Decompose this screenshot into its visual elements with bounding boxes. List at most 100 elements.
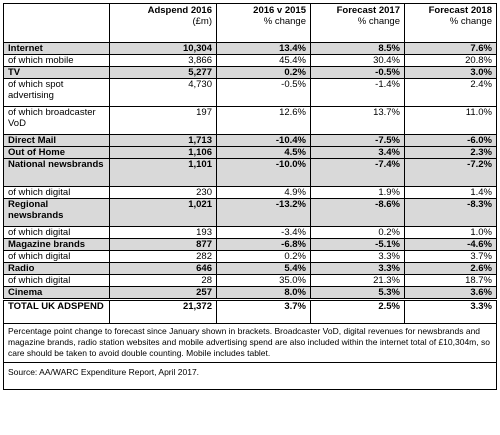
- row-label: Magazine brands: [3, 238, 110, 251]
- row-change-2016: -3.4%: [216, 226, 311, 239]
- row-adspend: 1,021: [109, 198, 217, 227]
- row-forecast-2018: 7.6%: [404, 42, 497, 55]
- row-adspend: 877: [109, 238, 217, 251]
- row-forecast-2018: 18.7%: [404, 274, 497, 287]
- row-label: Radio: [3, 262, 110, 275]
- row-adspend: 230: [109, 186, 217, 199]
- row-change-2016: 0.2%: [216, 66, 311, 79]
- row-label: Regional newsbrands: [3, 198, 110, 227]
- total-label: TOTAL UK ADSPEND: [3, 298, 110, 324]
- header-forecast-2017: Forecast 2017 % change: [310, 3, 405, 43]
- row-label: Internet: [3, 42, 110, 55]
- row-forecast-2017: -8.6%: [310, 198, 405, 227]
- table-row: of which digital 193 -3.4% 0.2% 1.0%: [3, 226, 497, 239]
- row-adspend: 193: [109, 226, 217, 239]
- adspend-table-container: Adspend 2016 (£m) 2016 v 2015 % change F…: [3, 3, 497, 390]
- row-forecast-2018: 3.0%: [404, 66, 497, 79]
- total-row: TOTAL UK ADSPEND 21,372 3.7% 2.5% 3.3%: [3, 298, 497, 324]
- table-row: of which spot advertising 4,730 -0.5% -1…: [3, 78, 497, 107]
- total-change-2016: 3.7%: [216, 298, 311, 324]
- row-label: of which digital: [3, 186, 110, 199]
- row-label: of which spot advertising: [3, 78, 110, 107]
- row-forecast-2018: 3.6%: [404, 286, 497, 300]
- row-forecast-2017: 8.5%: [310, 42, 405, 55]
- row-adspend: 5,277: [109, 66, 217, 79]
- table-row: Regional newsbrands 1,021 -13.2% -8.6% -…: [3, 198, 497, 227]
- row-forecast-2017: 5.3%: [310, 286, 405, 300]
- row-label: of which digital: [3, 250, 110, 263]
- row-label: of which mobile: [3, 54, 110, 67]
- row-change-2016: 45.4%: [216, 54, 311, 67]
- row-forecast-2017: 13.7%: [310, 106, 405, 135]
- row-change-2016: -10.4%: [216, 134, 311, 147]
- row-adspend: 1,106: [109, 146, 217, 159]
- table-row: Internet 10,304 13.4% 8.5% 7.6%: [3, 42, 497, 55]
- note-row: Percentage point change to forecast sinc…: [3, 323, 497, 363]
- row-change-2016: 4.5%: [216, 146, 311, 159]
- row-adspend: 646: [109, 262, 217, 275]
- header-adspend: Adspend 2016 (£m): [109, 3, 217, 43]
- row-adspend: 28: [109, 274, 217, 287]
- row-label: Out of Home: [3, 146, 110, 159]
- row-forecast-2017: 0.2%: [310, 226, 405, 239]
- table-row: of which digital 28 35.0% 21.3% 18.7%: [3, 274, 497, 287]
- row-forecast-2017: 30.4%: [310, 54, 405, 67]
- row-change-2016: 8.0%: [216, 286, 311, 300]
- row-forecast-2017: 3.3%: [310, 262, 405, 275]
- row-forecast-2017: 3.3%: [310, 250, 405, 263]
- row-forecast-2018: -8.3%: [404, 198, 497, 227]
- row-change-2016: -13.2%: [216, 198, 311, 227]
- row-label: Cinema: [3, 286, 110, 300]
- row-forecast-2018: -6.0%: [404, 134, 497, 147]
- total-adspend: 21,372: [109, 298, 217, 324]
- row-forecast-2017: -0.5%: [310, 66, 405, 79]
- row-forecast-2018: 2.6%: [404, 262, 497, 275]
- header-forecast-2018: Forecast 2018 % change: [404, 3, 497, 43]
- row-forecast-2018: 1.0%: [404, 226, 497, 239]
- row-label: of which digital: [3, 226, 110, 239]
- row-change-2016: 13.4%: [216, 42, 311, 55]
- table-row: of which broadcaster VoD 197 12.6% 13.7%…: [3, 106, 497, 135]
- row-change-2016: -6.8%: [216, 238, 311, 251]
- row-change-2016: 5.4%: [216, 262, 311, 275]
- row-change-2016: 4.9%: [216, 186, 311, 199]
- row-adspend: 197: [109, 106, 217, 135]
- row-forecast-2018: 3.7%: [404, 250, 497, 263]
- table-row: Direct Mail 1,713 -10.4% -7.5% -6.0%: [3, 134, 497, 147]
- row-forecast-2018: 1.4%: [404, 186, 497, 199]
- header-forecast-2017-sub: % change: [357, 16, 400, 27]
- row-adspend: 4,730: [109, 78, 217, 107]
- row-label: Direct Mail: [3, 134, 110, 147]
- row-forecast-2017: -7.4%: [310, 158, 405, 187]
- row-forecast-2017: -1.4%: [310, 78, 405, 107]
- table-row: TV 5,277 0.2% -0.5% 3.0%: [3, 66, 497, 79]
- table-row: of which digital 282 0.2% 3.3% 3.7%: [3, 250, 497, 263]
- row-adspend: 257: [109, 286, 217, 300]
- source-row: Source: AA/WARC Expenditure Report, Apri…: [3, 362, 497, 390]
- row-change-2016: 0.2%: [216, 250, 311, 263]
- header-change-2016: 2016 v 2015 % change: [216, 3, 311, 43]
- header-row: Adspend 2016 (£m) 2016 v 2015 % change F…: [3, 3, 497, 43]
- footnote-text: Percentage point change to forecast sinc…: [3, 323, 497, 363]
- row-label: of which broadcaster VoD: [3, 106, 110, 135]
- source-text: Source: AA/WARC Expenditure Report, Apri…: [3, 362, 497, 390]
- row-forecast-2018: 2.4%: [404, 78, 497, 107]
- header-forecast-2018-sub: % change: [449, 16, 492, 27]
- row-forecast-2017: 21.3%: [310, 274, 405, 287]
- row-forecast-2017: 3.4%: [310, 146, 405, 159]
- table-row: Radio 646 5.4% 3.3% 2.6%: [3, 262, 497, 275]
- row-label: of which digital: [3, 274, 110, 287]
- header-change-2016-title: 2016 v 2015: [253, 5, 306, 16]
- table-row: of which digital 230 4.9% 1.9% 1.4%: [3, 186, 497, 199]
- row-forecast-2017: -5.1%: [310, 238, 405, 251]
- row-change-2016: -10.0%: [216, 158, 311, 187]
- table-row: Cinema 257 8.0% 5.3% 3.6%: [3, 286, 497, 300]
- row-forecast-2017: 1.9%: [310, 186, 405, 199]
- row-forecast-2018: 20.8%: [404, 54, 497, 67]
- adspend-table: Adspend 2016 (£m) 2016 v 2015 % change F…: [3, 3, 497, 390]
- row-forecast-2018: 2.3%: [404, 146, 497, 159]
- row-forecast-2018: 11.0%: [404, 106, 497, 135]
- table-row: Magazine brands 877 -6.8% -5.1% -4.6%: [3, 238, 497, 251]
- row-change-2016: -0.5%: [216, 78, 311, 107]
- row-forecast-2018: -4.6%: [404, 238, 497, 251]
